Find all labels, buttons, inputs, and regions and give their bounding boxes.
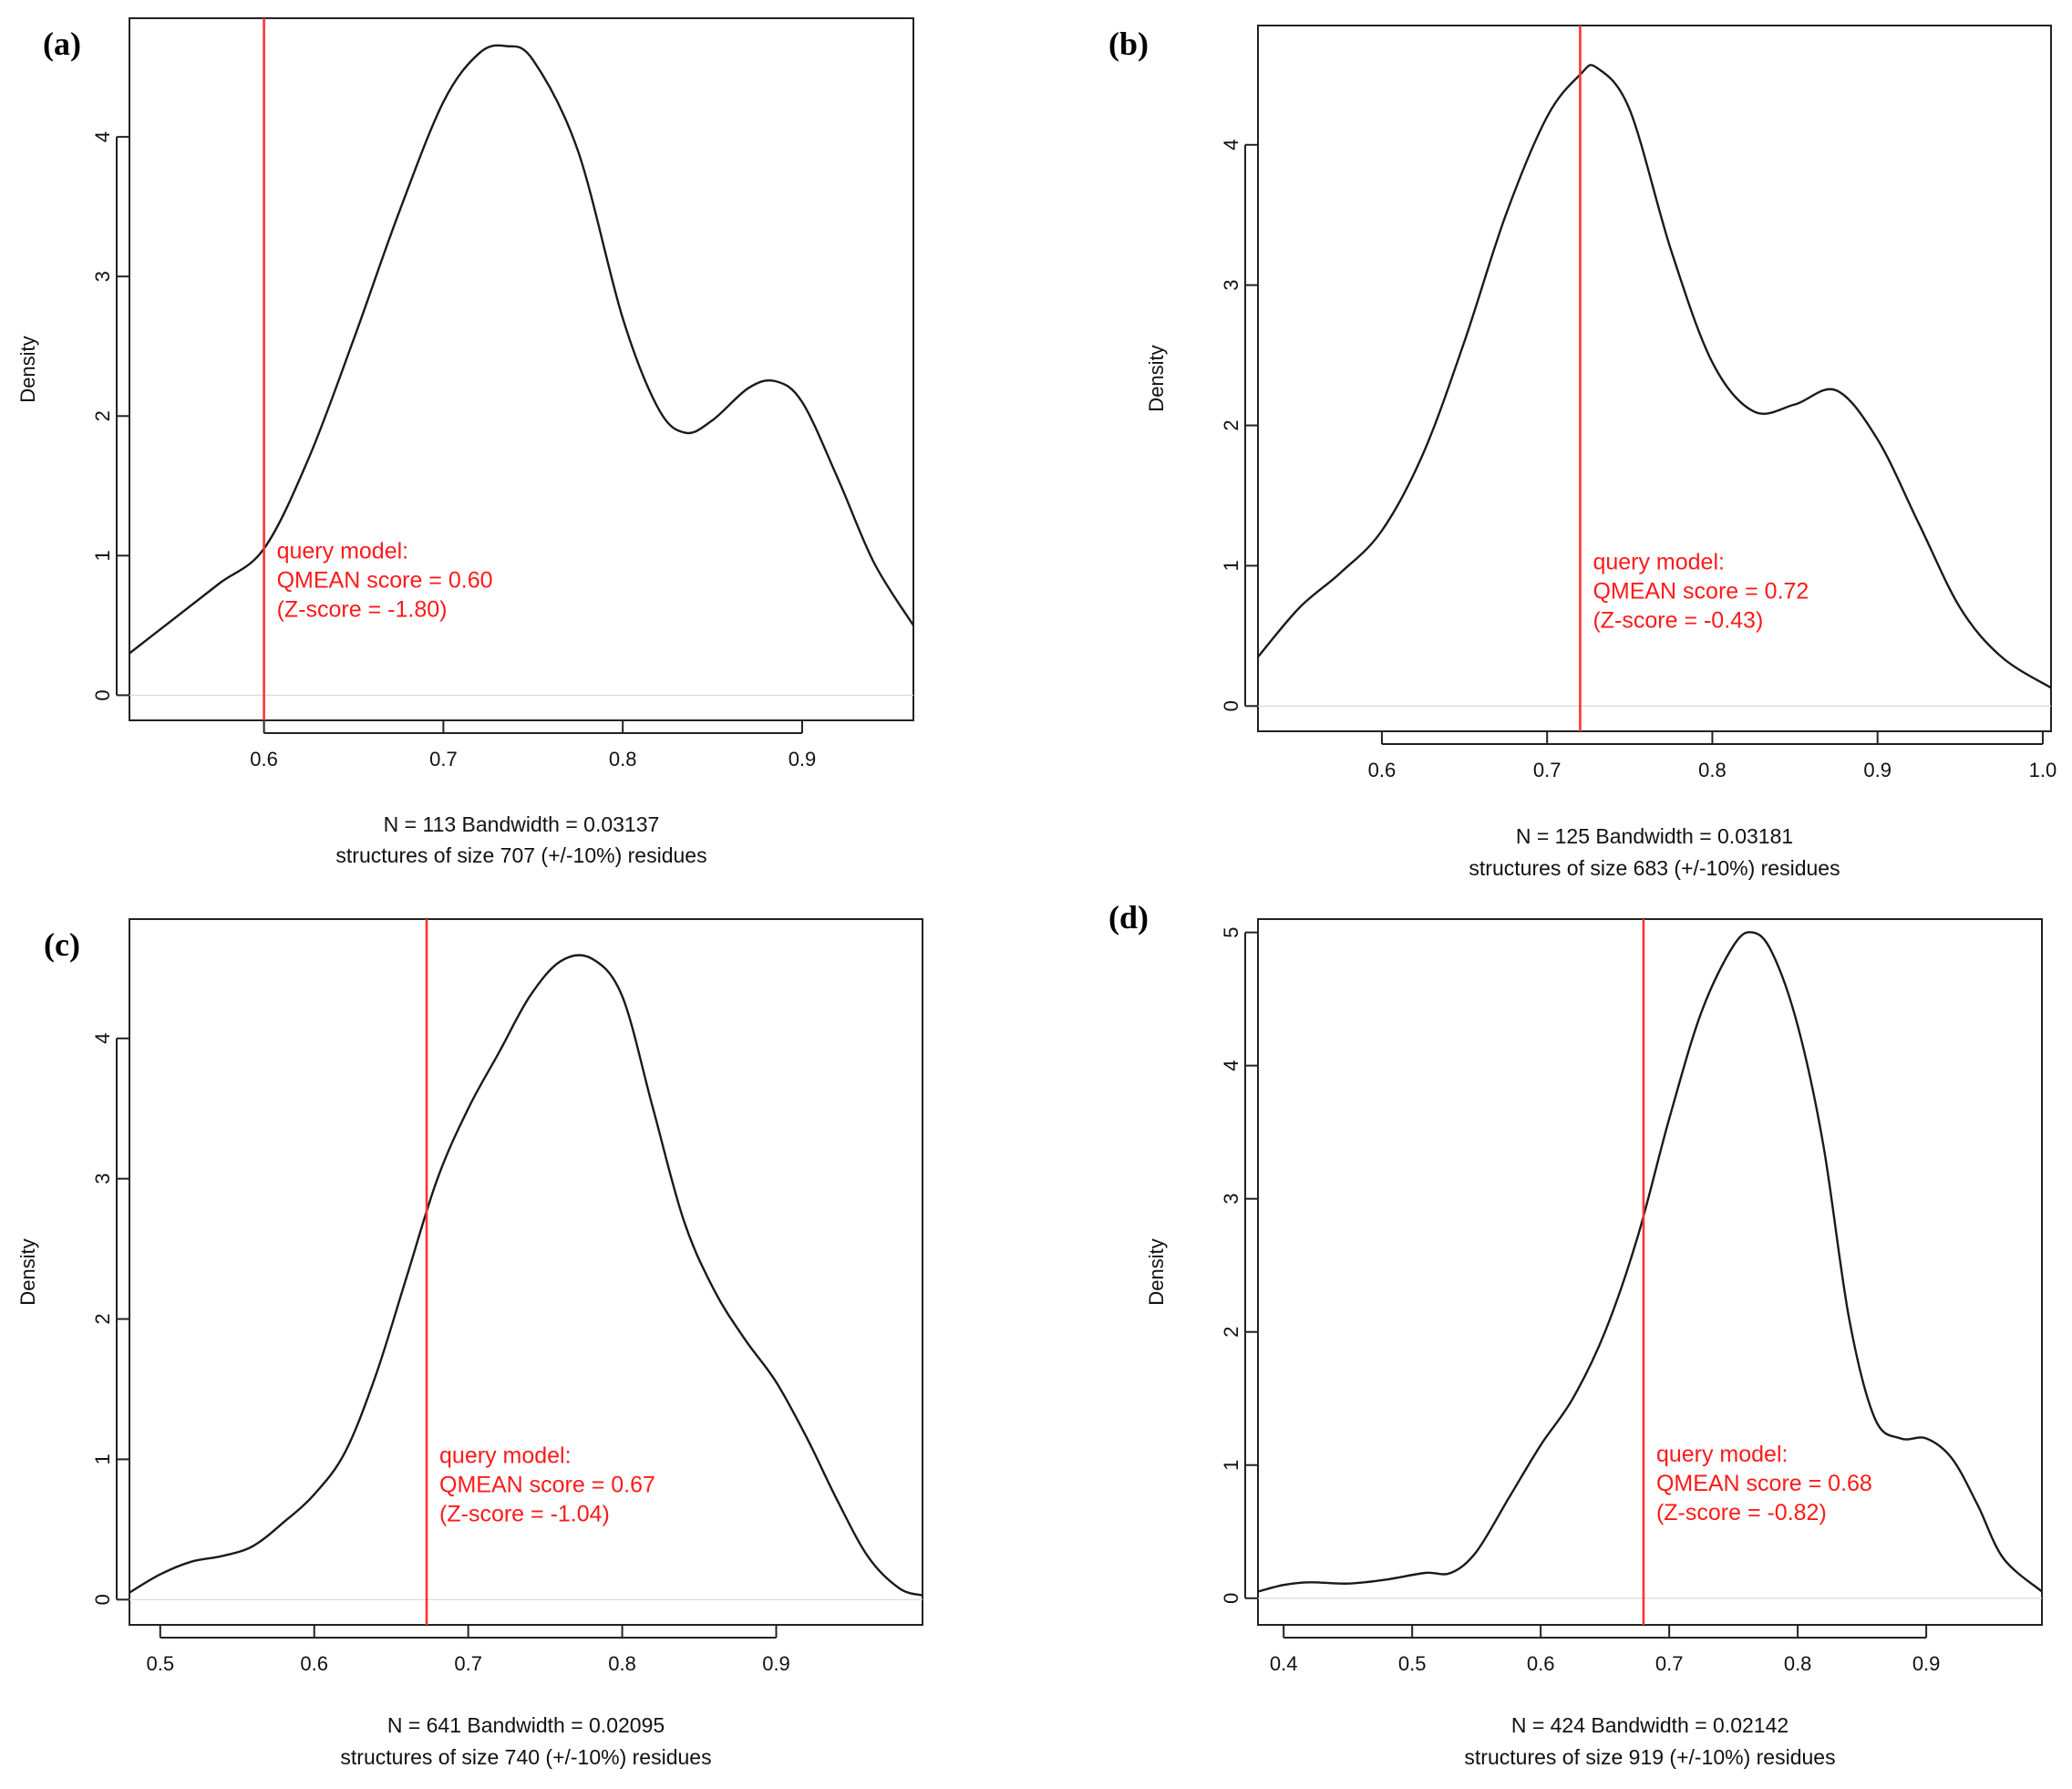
structure-size-label: structures of size 740 (+/-10%) residues bbox=[340, 1745, 711, 1769]
x-tick-label: 1.0 bbox=[2029, 759, 2057, 781]
density-curve bbox=[1258, 64, 2051, 689]
panel-letter: (c) bbox=[44, 926, 80, 963]
x-tick-label: 0.5 bbox=[146, 1652, 174, 1675]
query-annotation-line: QMEAN score = 0.67 bbox=[439, 1472, 655, 1497]
query-annotation-line: query model: bbox=[277, 538, 409, 564]
query-annotation-line: (Z-score = -1.80) bbox=[277, 596, 448, 622]
query-annotation-line: QMEAN score = 0.72 bbox=[1593, 578, 1809, 604]
y-tick-label: 0 bbox=[1220, 1593, 1242, 1604]
query-annotation-line: query model: bbox=[1593, 549, 1725, 574]
x-tick-label: 0.8 bbox=[609, 748, 637, 770]
x-tick-label: 0.4 bbox=[1270, 1652, 1298, 1675]
panel-letter: (d) bbox=[1108, 899, 1149, 936]
density-panel-c: (c) 0 1 2 3 4 0.5 0.6 0.7 0.8 0.9 Density N = 641 Ba… bbox=[16, 918, 923, 1769]
y-tick-label: 3 bbox=[91, 271, 114, 282]
y-tick-label: 0 bbox=[91, 1594, 114, 1605]
x-tick-label: 0.8 bbox=[608, 1652, 636, 1675]
x-tick-label: 0.8 bbox=[1784, 1652, 1812, 1675]
y-tick-label: 2 bbox=[1220, 419, 1242, 430]
y-axis-label: Density bbox=[16, 336, 39, 402]
y-tick-label: 2 bbox=[91, 410, 114, 421]
x-tick-label: 0.6 bbox=[1527, 1652, 1555, 1675]
plot-frame bbox=[129, 918, 923, 1626]
y-tick-label: 2 bbox=[91, 1313, 114, 1324]
x-tick-label: 0.7 bbox=[1655, 1652, 1684, 1675]
x-tick-label: 0.9 bbox=[1863, 759, 1892, 781]
x-tick-label: 0.6 bbox=[250, 748, 278, 770]
sample-info-label: N = 113 Bandwidth = 0.03137 bbox=[384, 812, 660, 836]
panel-letter: (b) bbox=[1108, 26, 1149, 62]
y-tick-label: 3 bbox=[1220, 280, 1242, 291]
y-tick-label: 4 bbox=[91, 131, 114, 142]
y-tick-label: 1 bbox=[91, 550, 114, 561]
x-tick-label: 0.7 bbox=[1533, 759, 1562, 781]
y-tick-label: 1 bbox=[1220, 1460, 1242, 1471]
y-tick-label: 0 bbox=[91, 689, 114, 700]
query-annotation-line: query model: bbox=[439, 1443, 572, 1468]
y-tick-label: 4 bbox=[1220, 140, 1242, 150]
density-panel-b: (b) 0 1 2 3 4 0.6 0.7 0.8 0.9 1.0 Density N = 125 Ba… bbox=[1108, 25, 2057, 880]
x-tick-label: 0.8 bbox=[1698, 759, 1727, 781]
sample-info-label: N = 424 Bandwidth = 0.02142 bbox=[1511, 1713, 1789, 1737]
y-axis-label: Density bbox=[16, 1238, 39, 1305]
y-tick-label: 5 bbox=[1220, 926, 1242, 937]
plot-frame bbox=[129, 17, 914, 721]
query-annotation-line: (Z-score = -0.82) bbox=[1656, 1500, 1827, 1525]
structure-size-label: structures of size 707 (+/-10%) residues bbox=[335, 843, 706, 867]
density-curve bbox=[1258, 931, 2042, 1593]
query-annotation-line: QMEAN score = 0.60 bbox=[277, 567, 493, 593]
y-tick-label: 3 bbox=[1220, 1194, 1242, 1205]
query-annotation-line: query model: bbox=[1656, 1442, 1789, 1467]
density-panel-a: (a) 0 1 2 3 4 0.6 0.7 0.8 0.9 Density N = 113 Bandw… bbox=[16, 17, 914, 867]
density-curve bbox=[129, 44, 913, 655]
query-annotation-line: (Z-score = -1.04) bbox=[439, 1501, 610, 1526]
plot-frame bbox=[1257, 25, 2052, 732]
y-axis-label: Density bbox=[1145, 345, 1168, 411]
x-tick-label: 0.9 bbox=[789, 748, 817, 770]
x-tick-label: 0.5 bbox=[1398, 1652, 1427, 1675]
query-annotation-line: (Z-score = -0.43) bbox=[1593, 607, 1763, 633]
query-annotation-line: QMEAN score = 0.68 bbox=[1656, 1471, 1872, 1496]
x-tick-label: 0.7 bbox=[454, 1652, 482, 1675]
y-tick-label: 1 bbox=[1220, 560, 1242, 571]
y-tick-label: 4 bbox=[1220, 1060, 1242, 1071]
plot-frame bbox=[1257, 918, 2043, 1626]
density-curve bbox=[129, 954, 923, 1597]
structure-size-label: structures of size 683 (+/-10%) residues bbox=[1469, 856, 1840, 880]
y-tick-label: 1 bbox=[91, 1453, 114, 1464]
y-tick-label: 2 bbox=[1220, 1327, 1242, 1338]
y-tick-label: 3 bbox=[91, 1174, 114, 1184]
sample-info-label: N = 641 Bandwidth = 0.02095 bbox=[387, 1713, 665, 1737]
x-tick-label: 0.9 bbox=[762, 1652, 790, 1675]
x-tick-label: 0.6 bbox=[1368, 759, 1397, 781]
x-tick-label: 0.6 bbox=[300, 1652, 328, 1675]
panel-letter: (a) bbox=[43, 26, 81, 62]
density-panel-d: (d) 0 1 2 3 4 5 0.4 0.5 0.6 0.7 0.8 0.9 Density N = 42… bbox=[1108, 899, 2043, 1769]
structure-size-label: structures of size 919 (+/-10%) residues bbox=[1464, 1745, 1835, 1769]
x-tick-label: 0.7 bbox=[429, 748, 458, 770]
y-axis-label: Density bbox=[1145, 1238, 1168, 1305]
y-tick-label: 0 bbox=[1220, 700, 1242, 711]
sample-info-label: N = 125 Bandwidth = 0.03181 bbox=[1516, 824, 1793, 848]
x-tick-label: 0.9 bbox=[1912, 1652, 1941, 1675]
y-tick-label: 4 bbox=[91, 1033, 114, 1044]
